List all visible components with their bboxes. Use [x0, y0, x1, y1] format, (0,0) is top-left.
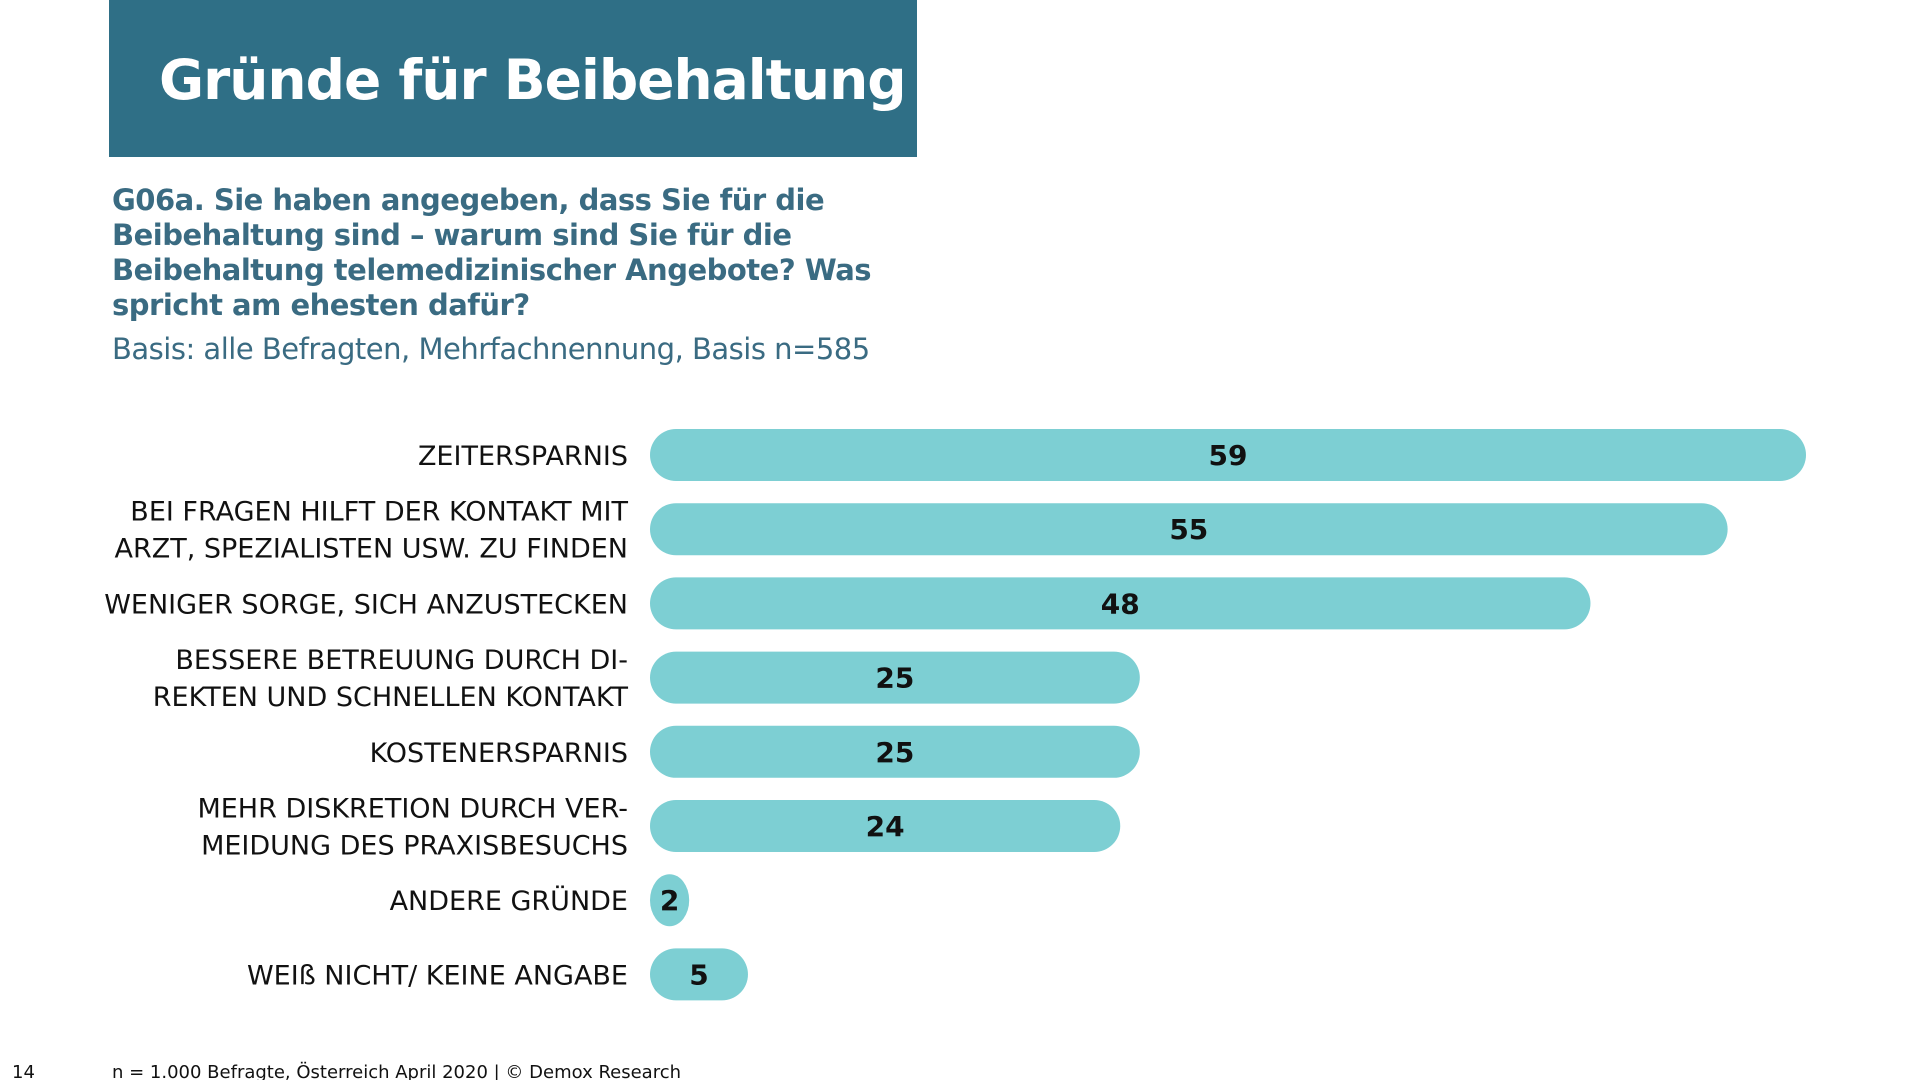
bar-0: [650, 429, 1806, 481]
bar-4: [650, 725, 1140, 778]
bar-6: [650, 874, 690, 927]
category-label-5-1: MEIDUNG DES PRAXISBESUCHS: [201, 831, 628, 862]
category-label-7-0: WEIß NICHT/ KEINE ANGABE: [247, 960, 628, 991]
data-label-0: 59: [1209, 439, 1248, 472]
basis-text: Basis: alle Befragten, Mehrfachnennung, …: [112, 332, 870, 366]
category-label-3-0: BESSERE BETREUUNG DURCH DI-: [175, 645, 628, 676]
bar-2: [650, 577, 1591, 630]
source-note: n = 1.000 Befragte, Österreich April 202…: [112, 1062, 682, 1080]
category-label-0-0: ZEITERSPARNIS: [418, 441, 628, 472]
category-label-4-0: KOSTENERSPARNIS: [370, 738, 628, 769]
data-label-3: 25: [875, 662, 914, 695]
data-label-2: 48: [1101, 587, 1140, 620]
title-banner: Gründe für Beibehaltung: [109, 0, 917, 157]
page-number: 14: [12, 1062, 35, 1080]
bar-5: [650, 800, 1121, 852]
question-text: G06a. Sie haben angegeben, dass Sie für …: [112, 183, 872, 322]
category-label-1-1: ARZT, SPEZIALISTEN USW. ZU FINDEN: [114, 534, 628, 565]
bar-7: [650, 948, 748, 1001]
data-label-6: 2: [660, 884, 679, 917]
data-label-7: 5: [689, 958, 708, 991]
data-label-4: 25: [875, 736, 914, 769]
data-label-5: 24: [866, 810, 905, 843]
bar-chart: 59 ZEITERSPARNIS 55 BEI FRAGEN HILFT DER KO…: [104, 429, 1806, 1001]
bar-1: [650, 503, 1728, 556]
data-label-1: 55: [1169, 513, 1208, 546]
slide-title: Gründe für Beibehaltung: [159, 48, 907, 112]
category-label-3-1: REKTEN UND SCHNELLEN KONTAKT: [153, 682, 629, 713]
category-label-6-0: ANDERE GRÜNDE: [390, 885, 628, 917]
category-label-2-0: WENIGER SORGE, SICH ANZUSTECKEN: [104, 589, 628, 620]
bar-3: [650, 651, 1140, 704]
category-label-1-0: BEI FRAGEN HILFT DER KONTAKT MIT: [130, 497, 628, 528]
category-label-5-0: MEHR DISKRETION DURCH VER-: [197, 794, 628, 825]
